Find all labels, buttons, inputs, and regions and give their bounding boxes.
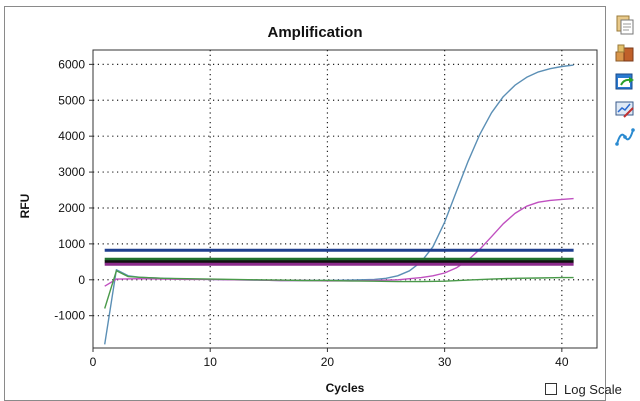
y-axis-label: RFU (18, 194, 32, 219)
chart-title: Amplification (267, 24, 362, 41)
chart-toolbar (614, 14, 638, 154)
x-tick-label: 10 (204, 355, 218, 369)
amplification-chart-panel: Amplification 0 10 20 30 40 -1000 0 1000 2000 300… (4, 6, 606, 401)
plot-area (92, 49, 598, 349)
amplification-curve (104, 270, 574, 309)
copy-icon[interactable] (614, 14, 636, 36)
y-tick-label: 3000 (58, 165, 85, 179)
x-axis-label: Cycles (326, 381, 365, 395)
y-tick-label: 1000 (58, 237, 85, 251)
y-tick-label: -1000 (54, 309, 85, 323)
log-scale-checkbox[interactable] (545, 383, 557, 395)
export-data-icon[interactable] (614, 42, 636, 64)
curve-icon[interactable] (614, 126, 636, 148)
log-scale-label: Log Scale (564, 381, 622, 397)
y-tick-label: 2000 (58, 201, 85, 215)
amplification-chart: Amplification 0 10 20 30 40 -1000 0 1000 2000 300… (18, 24, 598, 395)
y-tick-label: 5000 (58, 93, 85, 107)
y-tick-label: 4000 (58, 129, 85, 143)
x-tick-label: 40 (555, 355, 569, 369)
axes: 0 10 20 30 40 -1000 0 1000 2000 3000 4000 5000 6000 (54, 57, 569, 369)
log-scale-toggle[interactable]: Log Scale (545, 379, 622, 399)
chart-settings-icon[interactable] (614, 98, 636, 120)
x-tick-label: 0 (90, 355, 97, 369)
y-tick-label: 6000 (58, 57, 85, 71)
refresh-icon[interactable] (614, 70, 636, 92)
series-group (104, 64, 574, 345)
y-tick-label: 0 (78, 273, 85, 287)
x-tick-label: 20 (321, 355, 335, 369)
x-tick-label: 30 (438, 355, 452, 369)
